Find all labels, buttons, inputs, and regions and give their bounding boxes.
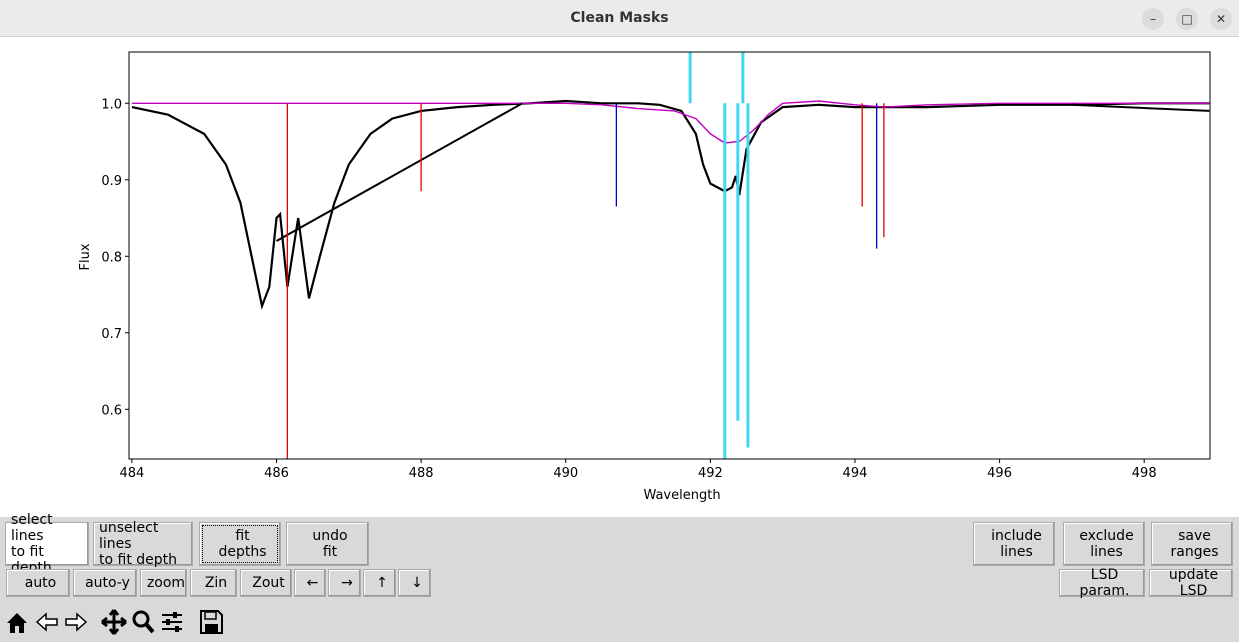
x-label: Wavelength <box>643 488 720 503</box>
x-tick-label: 492 <box>698 466 723 481</box>
close[interactable]: ✕ <box>1210 8 1232 30</box>
button[interactable]: undo fit <box>286 522 369 566</box>
button[interactable]: ↑ <box>363 569 396 597</box>
back-icon[interactable] <box>34 607 60 637</box>
x-tick-label: 486 <box>264 466 289 481</box>
button[interactable]: update LSD <box>1149 567 1233 599</box>
forward-icon[interactable] <box>63 607 89 637</box>
button[interactable]: include lines <box>973 522 1055 566</box>
button[interactable]: exclude lines <box>1063 522 1145 566</box>
x-tick-label: 490 <box>553 466 578 481</box>
button[interactable]: zoom <box>140 569 187 597</box>
plot-frame <box>128 51 1211 460</box>
maximize[interactable]: □ <box>1176 8 1198 30</box>
x-tick-label: 496 <box>987 466 1012 481</box>
button[interactable]: Zout <box>240 569 292 597</box>
x-tick-label: 484 <box>119 466 144 481</box>
y-tick-label: 0.7 <box>101 327 122 342</box>
button[interactable]: LSD param. <box>1059 567 1145 599</box>
y-tick-label: 0.9 <box>101 174 122 189</box>
y-label: Flux <box>78 243 93 270</box>
spectrum-line <box>1071 103 1210 112</box>
button[interactable]: Zin <box>190 569 237 597</box>
zoom-icon[interactable] <box>130 607 156 637</box>
x-tick-label: 494 <box>843 466 868 481</box>
x-tick-label: 498 <box>1132 466 1157 481</box>
spectrum-line <box>131 99 1210 310</box>
y-tick-label: 1.0 <box>101 97 122 112</box>
pan-icon[interactable] <box>101 607 127 637</box>
configure-icon[interactable] <box>159 607 185 637</box>
button[interactable]: select lines to fit depth <box>5 512 89 576</box>
button[interactable]: auto <box>6 569 70 597</box>
button[interactable]: ↓ <box>398 569 431 597</box>
button[interactable]: unselect lines to fit depth <box>93 520 193 568</box>
spectrum-line <box>276 102 523 242</box>
button[interactable]: fit depths <box>199 522 281 566</box>
window-title: Clean Masks <box>570 10 669 26</box>
title-bar: Clean Masks – □ ✕ <box>0 0 1239 37</box>
figure <box>0 37 1239 517</box>
button[interactable]: auto-y <box>73 569 137 597</box>
button[interactable]: → <box>328 569 361 597</box>
y-tick-label: 0.8 <box>101 250 122 265</box>
button[interactable]: ← <box>294 569 326 597</box>
home-icon[interactable] <box>4 607 30 637</box>
minimize[interactable]: – <box>1142 8 1164 30</box>
button[interactable]: save ranges <box>1151 522 1233 566</box>
x-tick-label: 488 <box>409 466 434 481</box>
save-icon[interactable] <box>198 607 224 637</box>
y-tick-label: 0.6 <box>101 403 122 418</box>
